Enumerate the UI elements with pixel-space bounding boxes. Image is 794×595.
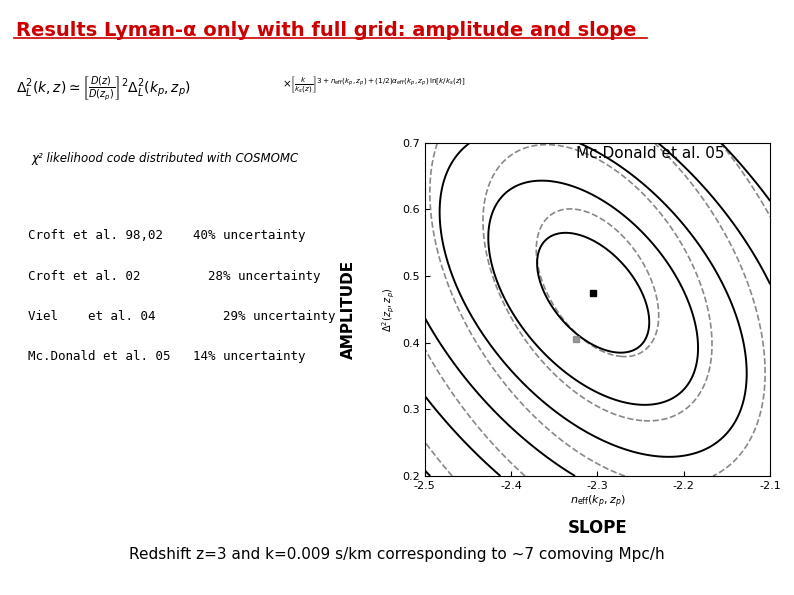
Text: Croft et al. 98,02    40% uncertainty: Croft et al. 98,02 40% uncertainty [28,229,305,242]
Text: Redshift z=3 and k=0.009 s/km corresponding to ~7 comoving Mpc/h: Redshift z=3 and k=0.009 s/km correspond… [129,547,665,562]
Text: SLOPE: SLOPE [568,519,627,537]
Text: $\times \left[\frac{k}{k_s(z)}\right]^{3+n_{\rm eff}(k_p,z_p)+(1/2)\alpha_{\rm e: $\times \left[\frac{k}{k_s(z)}\right]^{3… [282,74,466,96]
Text: Mc.Donald et al. 05: Mc.Donald et al. 05 [576,146,724,161]
Text: Mc.Donald et al. 05   14% uncertainty: Mc.Donald et al. 05 14% uncertainty [28,350,305,364]
X-axis label: $n_{\rm eff}(k_p,z_p)$: $n_{\rm eff}(k_p,z_p)$ [569,494,626,510]
Y-axis label: $\Delta^2(z_p,z_p)$: $\Delta^2(z_p,z_p)$ [380,287,397,332]
Text: Croft et al. 02         28% uncertainty: Croft et al. 02 28% uncertainty [28,270,320,283]
Text: χ² likelihood code distributed with COSMOMC: χ² likelihood code distributed with COSM… [32,152,299,165]
Text: $\Delta^2_L(k, z) \simeq \left[\frac{D(z)}{D(z_p)}\right]^2 \Delta^2_L(k_p, z_p): $\Delta^2_L(k, z) \simeq \left[\frac{D(z… [16,74,191,103]
Text: Viel    et al. 04         29% uncertainty: Viel et al. 04 29% uncertainty [28,310,335,323]
Text: Results Lyman-α only with full grid: amplitude and slope: Results Lyman-α only with full grid: amp… [16,21,636,40]
Text: AMPLITUDE: AMPLITUDE [341,260,357,359]
